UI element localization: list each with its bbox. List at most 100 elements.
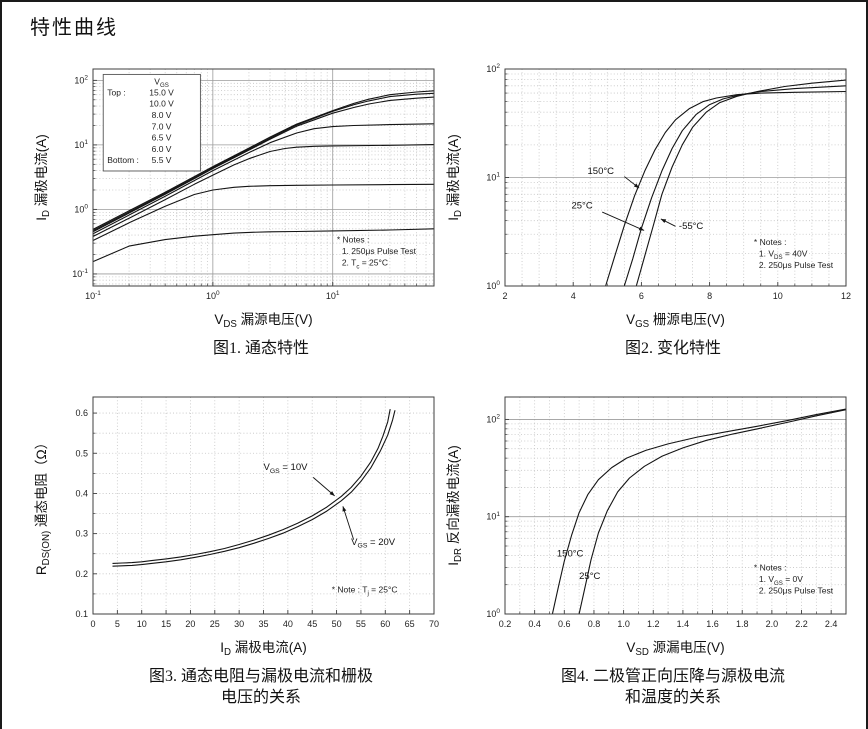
figure-1: 10-1 100 101 10-1 100 101 102 VDS 漏源电压(V) ID 漏极电… <box>32 56 444 360</box>
fig1-plot: 10-1 100 101 10-1 100 101 102 VDS 漏源电压(V) ID 漏极电… <box>34 68 435 330</box>
figure-2: 2 4 6 8 10 12 100 101 102 VGS 栅源电压(V) ID 漏极电流(A) * … <box>444 56 856 360</box>
svg-text:1.6: 1.6 <box>706 619 719 629</box>
fig4-xlabel: VSD 源漏电压(V) <box>626 640 724 658</box>
fig1-note-line: 1. 250μs Pulse Test <box>342 246 417 256</box>
fig3-curve-VGS10V <box>112 408 391 564</box>
fig3-note-line: * Note : Tj = 25°C <box>332 584 398 597</box>
page-title: 特性曲线 <box>30 17 118 39</box>
fig4-caption: 图4. 二极管正向压降与源极电流 和温度的关系 <box>560 667 785 707</box>
svg-text:10: 10 <box>137 619 147 629</box>
svg-text:Top :: Top : <box>107 87 125 97</box>
svg-text:35: 35 <box>258 619 268 629</box>
svg-text:8: 8 <box>707 291 712 301</box>
svg-text:10.0 V: 10.0 V <box>149 99 174 109</box>
fig4-plot: 0.2 0.4 0.6 0.8 1.0 1.2 1.4 1.6 1.8 2.0 2.2 2.4 100 1… <box>446 396 847 658</box>
svg-text:0.5: 0.5 <box>75 448 88 458</box>
svg-text:0: 0 <box>90 619 95 629</box>
svg-text:0.8: 0.8 <box>588 619 601 629</box>
svg-text:100: 100 <box>486 608 500 619</box>
svg-text:20: 20 <box>185 619 195 629</box>
svg-text:0.2: 0.2 <box>499 619 512 629</box>
svg-text:40: 40 <box>283 619 293 629</box>
fig4-curve-150C <box>551 408 847 614</box>
svg-text:101: 101 <box>486 511 500 522</box>
svg-text:2: 2 <box>502 291 507 301</box>
svg-text:70: 70 <box>429 619 439 629</box>
svg-text:101: 101 <box>486 172 500 183</box>
svg-text:8.0 V: 8.0 V <box>152 110 172 120</box>
svg-text:30: 30 <box>234 619 244 629</box>
svg-text:0.4: 0.4 <box>528 619 541 629</box>
svg-text:60: 60 <box>380 619 390 629</box>
svg-text:0.1: 0.1 <box>75 609 88 619</box>
fig2-curve-150C <box>605 90 847 287</box>
fig1-plot-area: 10-1 100 101 10-1 100 101 102 VDS 漏源电压(V) ID 漏极电… <box>32 56 444 336</box>
fig3-xlabel: ID 漏极电流(A) <box>220 640 307 658</box>
svg-text:0.6: 0.6 <box>558 619 571 629</box>
fig4-note-line: 1. VGS = 0V <box>759 574 803 587</box>
fig2-ylabel: ID 漏极电流(A) <box>446 134 464 221</box>
fig3-annotation: VGS = 20V <box>351 536 396 549</box>
svg-text:7.0 V: 7.0 V <box>152 121 172 131</box>
svg-text:1.8: 1.8 <box>736 619 749 629</box>
svg-text:6.0 V: 6.0 V <box>152 144 172 154</box>
fig2-plot-area: 2 4 6 8 10 12 100 101 102 VGS 栅源电压(V) ID 漏极电流(A) * … <box>444 56 856 336</box>
figure-4: 0.2 0.4 0.6 0.8 1.0 1.2 1.4 1.6 1.8 2.0 2.2 2.4 100 1… <box>444 384 856 709</box>
svg-text:6: 6 <box>639 291 644 301</box>
svg-text:101: 101 <box>326 290 340 301</box>
figure-3: 0 5 10 15 20 25 30 35 40 45 50 55 60 65 70 0.1 0.2 0.3 0.4… <box>32 384 444 709</box>
fig2-annotation: 25°C <box>571 200 592 211</box>
fig4-plot-area: 0.2 0.4 0.6 0.8 1.0 1.2 1.4 1.6 1.8 2.0 2.2 2.4 100 1… <box>444 384 856 664</box>
svg-text:1.2: 1.2 <box>647 619 660 629</box>
fig2-curve-25C <box>623 85 847 287</box>
fig2-xlabel: VGS 栅源电压(V) <box>626 312 725 330</box>
fig4-curve-25C <box>578 408 847 614</box>
svg-text:100: 100 <box>206 290 220 301</box>
fig3-plot-area: 0 5 10 15 20 25 30 35 40 45 50 55 60 65 70 0.1 0.2 0.3 0.4… <box>32 384 444 664</box>
svg-text:10-1: 10-1 <box>85 290 101 301</box>
fig2-caption: 图2. 变化特性 <box>624 340 721 357</box>
fig1-caption: 图1. 通态特性 <box>212 340 309 357</box>
svg-text:65: 65 <box>405 619 415 629</box>
fig4-annotation: 150°C <box>557 548 584 559</box>
fig2-plot: 2 4 6 8 10 12 100 101 102 VGS 栅源电压(V) ID 漏极电流(A) * … <box>446 63 851 330</box>
svg-text:101: 101 <box>74 139 88 150</box>
svg-text:6.5 V: 6.5 V <box>152 133 172 143</box>
svg-text:10: 10 <box>773 291 783 301</box>
fig1-note-line: 2. Tc = 25°C <box>342 258 388 271</box>
svg-text:0.4: 0.4 <box>75 488 88 498</box>
svg-text:0.6: 0.6 <box>75 408 88 418</box>
svg-text:10-1: 10-1 <box>72 268 88 279</box>
fig4-ylabel: IDR 反向漏极电流(A) <box>446 445 464 566</box>
fig1-note-line: * Notes : <box>337 235 370 245</box>
fig1-curve-6.0V <box>92 183 435 241</box>
fig3-curve-VGS20V <box>112 409 396 567</box>
fig2-note-line: 2. 250μs Pulse Test <box>759 260 834 270</box>
fig2-annotation: 150°C <box>588 166 615 177</box>
svg-text:15.0 V: 15.0 V <box>149 87 174 97</box>
fig3-plot: 0 5 10 15 20 25 30 35 40 45 50 55 60 65 70 0.1 0.2 0.3 0.4… <box>34 396 439 658</box>
fig1-ylabel: ID 漏极电流(A) <box>34 134 52 221</box>
svg-text:0.3: 0.3 <box>75 528 88 538</box>
svg-text:5: 5 <box>115 619 120 629</box>
fig1-curve-6.5V <box>92 144 435 237</box>
svg-text:1.4: 1.4 <box>677 619 690 629</box>
fig1-curve-10.0V <box>92 92 435 232</box>
fig1-curve-8.0V <box>92 96 435 233</box>
svg-text:1.0: 1.0 <box>617 619 630 629</box>
fig3-ylabel: RDS(ON) 通态电阻（Ω） <box>34 436 52 575</box>
fig2-annotation: -55°C <box>679 221 704 232</box>
fig2-curve--55C <box>635 79 847 287</box>
svg-text:55: 55 <box>356 619 366 629</box>
fig4-annotation: 25°C <box>579 570 600 581</box>
fig1-curve-5.5V <box>92 228 435 263</box>
charts-grid: 10-1 100 101 10-1 100 101 102 VDS 漏源电压(V) ID 漏极电… <box>32 56 866 729</box>
svg-text:25: 25 <box>210 619 220 629</box>
fig1-legend <box>102 73 201 172</box>
svg-text:100: 100 <box>486 280 500 291</box>
svg-text:12: 12 <box>841 291 851 301</box>
fig3-annotation: VGS = 10V <box>264 462 309 475</box>
fig4-note-line: 2. 250μs Pulse Test <box>759 585 834 595</box>
svg-text:102: 102 <box>486 413 500 424</box>
